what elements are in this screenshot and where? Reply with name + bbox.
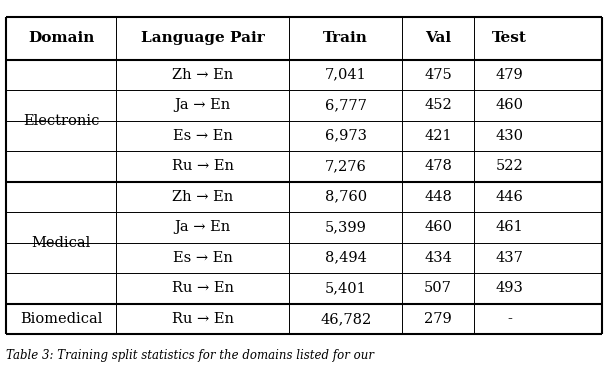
Text: 461: 461 [496, 220, 523, 234]
Text: 279: 279 [424, 312, 452, 326]
Text: Test: Test [492, 31, 527, 45]
Text: 448: 448 [424, 190, 452, 204]
Text: Es → En: Es → En [173, 129, 233, 143]
Text: Es → En: Es → En [173, 251, 233, 265]
Text: 7,276: 7,276 [325, 159, 367, 173]
Text: 437: 437 [496, 251, 523, 265]
Text: 475: 475 [424, 68, 452, 82]
Text: 6,777: 6,777 [325, 98, 367, 112]
Text: Biomedical: Biomedical [20, 312, 102, 326]
Text: Ru → En: Ru → En [171, 159, 233, 173]
Text: 460: 460 [424, 220, 452, 234]
Text: Ja → En: Ja → En [174, 98, 231, 112]
Text: 478: 478 [424, 159, 452, 173]
Text: 479: 479 [496, 68, 523, 82]
Text: 430: 430 [496, 129, 523, 143]
Text: 522: 522 [496, 159, 523, 173]
Text: 46,782: 46,782 [320, 312, 371, 326]
Text: 8,760: 8,760 [325, 190, 367, 204]
Text: 421: 421 [424, 129, 452, 143]
Text: 5,401: 5,401 [325, 281, 367, 295]
Text: 7,041: 7,041 [325, 68, 367, 82]
Text: 460: 460 [496, 98, 523, 112]
Text: Ru → En: Ru → En [171, 312, 233, 326]
Text: Ja → En: Ja → En [174, 220, 231, 234]
Text: Zh → En: Zh → En [172, 68, 233, 82]
Text: 507: 507 [424, 281, 452, 295]
Text: -: - [507, 312, 512, 326]
Text: Domain: Domain [28, 31, 94, 45]
Text: 8,494: 8,494 [325, 251, 367, 265]
Text: Electronic: Electronic [23, 113, 99, 128]
Text: 5,399: 5,399 [325, 220, 367, 234]
Text: Table 3: Training split statistics for the domains listed for our: Table 3: Training split statistics for t… [6, 349, 374, 362]
Text: Val: Val [425, 31, 451, 45]
Text: 452: 452 [424, 98, 452, 112]
Text: Ru → En: Ru → En [171, 281, 233, 295]
Text: 446: 446 [496, 190, 523, 204]
Text: Language Pair: Language Pair [141, 31, 264, 45]
Text: 434: 434 [424, 251, 452, 265]
Text: Medical: Medical [32, 235, 91, 250]
Text: 6,973: 6,973 [325, 129, 367, 143]
Text: 493: 493 [496, 281, 523, 295]
Text: Zh → En: Zh → En [172, 190, 233, 204]
Text: Train: Train [323, 31, 368, 45]
